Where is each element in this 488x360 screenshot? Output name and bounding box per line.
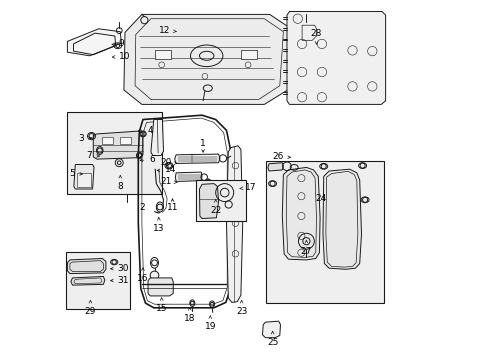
Text: 20: 20 <box>160 158 177 167</box>
Text: 16: 16 <box>137 268 148 283</box>
Text: 3: 3 <box>79 134 91 143</box>
Circle shape <box>150 271 159 280</box>
Polygon shape <box>175 172 202 181</box>
Text: 17: 17 <box>239 184 256 193</box>
Text: 10: 10 <box>112 52 130 61</box>
Text: 31: 31 <box>110 276 129 284</box>
Text: 24: 24 <box>315 194 326 203</box>
Polygon shape <box>74 165 94 189</box>
Text: 21: 21 <box>160 177 177 186</box>
Text: 19: 19 <box>204 316 216 331</box>
Polygon shape <box>199 184 218 219</box>
Text: 5: 5 <box>69 169 82 178</box>
Text: 18: 18 <box>183 307 195 323</box>
Polygon shape <box>151 120 163 156</box>
Text: 7: 7 <box>85 151 99 160</box>
Bar <box>67 112 162 194</box>
Polygon shape <box>282 167 320 260</box>
Bar <box>265 161 384 303</box>
Ellipse shape <box>156 202 163 212</box>
Text: 12: 12 <box>159 26 176 35</box>
Polygon shape <box>262 321 280 338</box>
Polygon shape <box>123 14 291 104</box>
Text: 29: 29 <box>84 300 96 316</box>
Polygon shape <box>93 131 142 159</box>
Text: 9: 9 <box>112 40 124 49</box>
Polygon shape <box>226 146 242 302</box>
Text: 11: 11 <box>166 199 178 212</box>
Bar <box>66 252 130 309</box>
Text: 26: 26 <box>271 152 290 161</box>
Polygon shape <box>148 278 173 296</box>
Text: 4: 4 <box>138 126 153 135</box>
Polygon shape <box>67 258 106 274</box>
Text: 8: 8 <box>117 175 123 191</box>
Polygon shape <box>267 163 283 171</box>
Text: 22: 22 <box>210 199 221 215</box>
Bar <box>102 137 113 144</box>
Text: 15: 15 <box>156 298 167 313</box>
Text: 1: 1 <box>200 139 205 152</box>
Text: 27: 27 <box>300 240 311 256</box>
Text: 23: 23 <box>235 300 247 316</box>
Text: 14: 14 <box>157 166 176 175</box>
Text: 6: 6 <box>140 156 155 164</box>
Bar <box>120 137 131 144</box>
Bar <box>241 50 257 59</box>
Text: 30: 30 <box>110 264 129 273</box>
Polygon shape <box>286 12 385 104</box>
Bar <box>196 180 246 221</box>
Polygon shape <box>71 276 104 285</box>
Bar <box>154 50 170 59</box>
Bar <box>77 173 91 187</box>
Polygon shape <box>322 169 361 269</box>
Ellipse shape <box>204 180 211 184</box>
Text: 25: 25 <box>266 331 278 347</box>
Text: 2: 2 <box>139 202 144 212</box>
Polygon shape <box>67 29 121 56</box>
Text: 28: 28 <box>310 29 322 44</box>
Polygon shape <box>174 154 220 163</box>
Ellipse shape <box>110 259 118 265</box>
Text: 13: 13 <box>153 217 164 233</box>
